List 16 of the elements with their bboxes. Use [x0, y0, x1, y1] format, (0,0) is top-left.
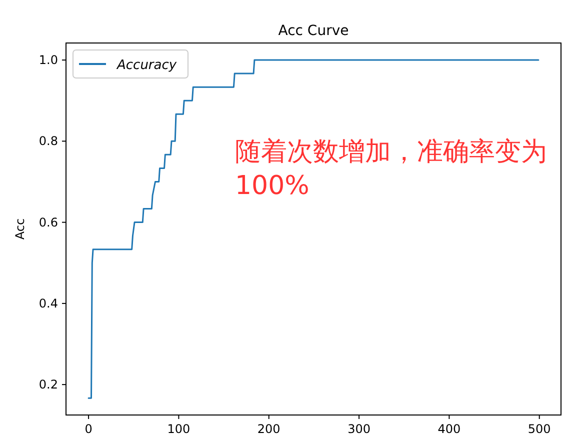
y-tick-label: 0.2: [38, 378, 58, 392]
y-tick-label: 0.6: [38, 215, 58, 230]
annotation: 随着次数增加，准确率变为100%: [235, 137, 547, 201]
x-tick-label: 400: [438, 422, 461, 436]
chart-title: Acc Curve: [278, 23, 349, 39]
y-tick-label: 0.8: [38, 134, 58, 148]
y-tick-label: 0.4: [38, 296, 58, 310]
x-tick-label: 300: [348, 422, 370, 436]
y-axis-title: Acc: [13, 218, 27, 240]
x-tick-label: 0: [84, 422, 92, 436]
x-tick-label: 200: [257, 422, 280, 436]
legend: Accuracy: [72, 50, 188, 78]
legend-label: Accuracy: [116, 58, 177, 73]
x-tick-label: 100: [167, 422, 190, 436]
x-tick-label: 500: [528, 422, 551, 436]
y-tick-label: 1.0: [38, 53, 58, 68]
